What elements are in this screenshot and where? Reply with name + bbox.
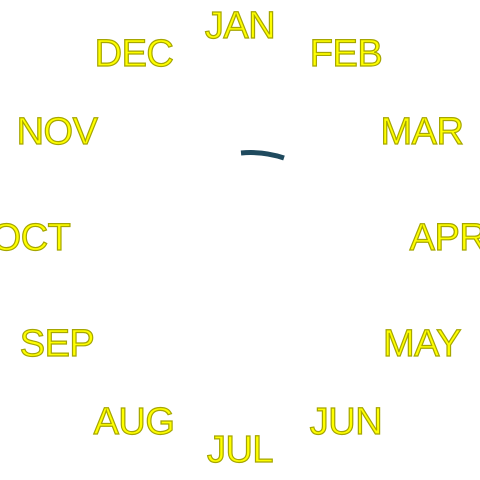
month-label-mar: MAR [380,111,465,153]
month-label-jul: JUL [206,429,274,471]
month-label-oct: OCT [0,217,71,259]
month-label-may: MAY [382,323,462,365]
month-label-aug: AUG [93,401,176,443]
indicator-arc [240,150,285,161]
month-label-nov: NOV [16,111,99,153]
month-label-sep: SEP [19,323,95,365]
month-label-apr: APR [409,217,480,259]
month-label-feb: FEB [309,33,383,75]
month-label-jun: JUN [309,401,383,443]
month-label-dec: DEC [94,33,174,75]
month-label-jan: JAN [204,5,276,47]
